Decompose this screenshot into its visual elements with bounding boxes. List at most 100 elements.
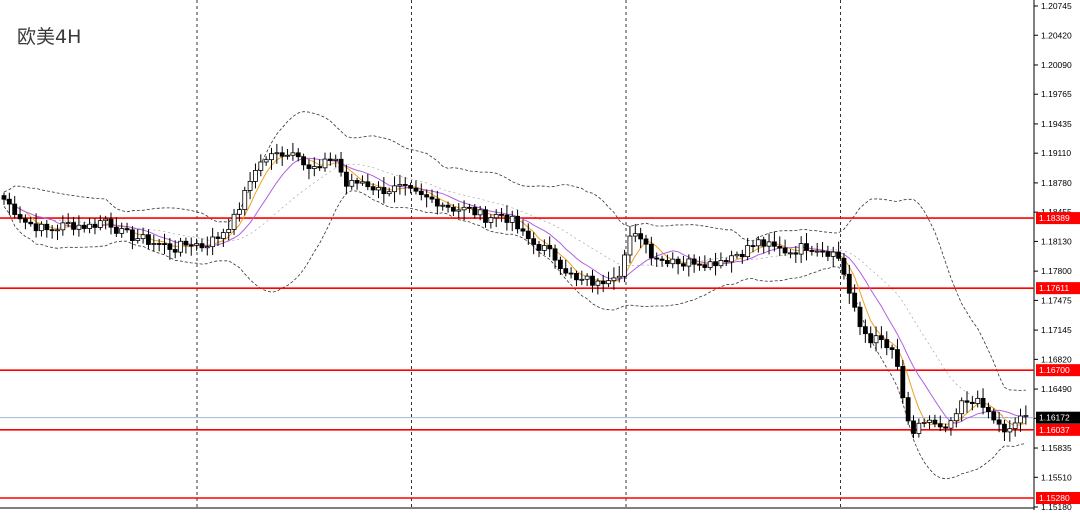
y-tick-label: 1.20420 [1041, 30, 1072, 40]
level-label-box [1036, 282, 1080, 295]
candle-body [220, 232, 226, 239]
candle-body [916, 422, 922, 434]
candle-body [723, 260, 729, 263]
candle-body [156, 243, 162, 245]
candle-body [927, 419, 932, 423]
candle-body [269, 153, 274, 161]
middle-band [3, 163, 1026, 419]
ma-slow-line [3, 157, 1026, 424]
candle-body [97, 220, 103, 228]
candle-body [210, 236, 216, 248]
candle-body [129, 229, 135, 241]
candle-body [167, 243, 173, 250]
candle-body [686, 258, 692, 267]
candle-body [44, 223, 50, 231]
candle-body [969, 401, 975, 404]
candle-body [900, 366, 906, 399]
candle-body [108, 218, 114, 228]
candle-body [745, 245, 751, 258]
candle-body [782, 247, 788, 254]
candle-body [236, 209, 242, 215]
y-tick-label: 1.17145 [1041, 325, 1072, 335]
candle-body [568, 272, 574, 275]
candle-body [76, 224, 82, 230]
y-tick-label: 1.20745 [1041, 1, 1072, 11]
candle-body [483, 209, 488, 223]
candle-body [606, 280, 611, 285]
candle-body [204, 246, 210, 249]
y-tick-label: 1.16820 [1041, 354, 1072, 364]
candle-body [691, 258, 697, 265]
candle-body [1, 195, 7, 200]
candle-body [188, 244, 194, 247]
candle-body [702, 264, 708, 268]
y-tick-label: 1.17475 [1041, 295, 1072, 305]
candle-body [162, 243, 167, 245]
candle-body [354, 180, 360, 184]
candle-body [424, 194, 430, 198]
candle-body [515, 215, 520, 230]
candle-body [274, 152, 280, 155]
candle-body [862, 326, 868, 335]
candle-body [798, 243, 804, 255]
candle-body [477, 209, 483, 216]
level-label: 1.16700 [1039, 365, 1070, 375]
candle-body [975, 397, 981, 404]
candle-body [119, 228, 125, 234]
candle-body [825, 251, 831, 257]
level-label: 1.17611 [1039, 283, 1069, 293]
candle-body [295, 152, 301, 158]
candle-body [360, 181, 365, 184]
candle-body [306, 164, 312, 169]
candle-body [697, 263, 702, 266]
candle-body [531, 238, 537, 245]
candle-body [247, 181, 253, 191]
candle-body [595, 280, 601, 286]
candle-body [103, 218, 109, 222]
candle-body [12, 203, 18, 215]
current-price-label: 1.16172 [1039, 413, 1070, 423]
candle-body [681, 263, 686, 267]
candle-body [948, 420, 954, 429]
candle-body [386, 191, 392, 195]
y-tick-label: 1.18780 [1041, 178, 1072, 188]
candle-body [959, 400, 965, 415]
candle-body [841, 257, 847, 275]
candle-body [996, 419, 1002, 425]
y-tick-label: 1.19435 [1041, 119, 1072, 129]
y-tick-label: 1.20090 [1041, 60, 1072, 70]
candle-body [140, 234, 146, 240]
candle-body [1018, 415, 1023, 424]
candle-body [766, 241, 772, 247]
candle-body [889, 347, 895, 350]
candle-body [285, 154, 290, 157]
candle-body [600, 280, 606, 285]
y-tick-label: 1.15180 [1041, 502, 1072, 510]
candle-body [365, 181, 371, 188]
candle-body [627, 235, 633, 256]
candle-body [729, 255, 734, 263]
candle-body [434, 198, 440, 207]
candle-body [921, 422, 927, 424]
candle-body [857, 306, 863, 328]
ma-fast-line [3, 153, 1026, 427]
candle-body [55, 229, 60, 232]
candle-body [648, 243, 654, 259]
candle-body [905, 397, 911, 422]
candle-body [146, 234, 151, 245]
candle-body [670, 258, 676, 265]
candle-body [87, 223, 92, 229]
candle-body [755, 239, 761, 247]
y-tick-label: 1.15835 [1041, 443, 1072, 453]
candle-body [1012, 422, 1018, 430]
candle-body [574, 272, 579, 281]
y-tick-label: 1.17800 [1041, 266, 1072, 276]
candle-body [33, 223, 39, 232]
candle-body [713, 261, 718, 267]
y-tick-label: 1.16490 [1041, 384, 1072, 394]
candle-body [199, 243, 205, 249]
y-tick-label: 1.15510 [1041, 472, 1072, 482]
candle-body [584, 275, 590, 280]
candle-body [846, 273, 852, 294]
